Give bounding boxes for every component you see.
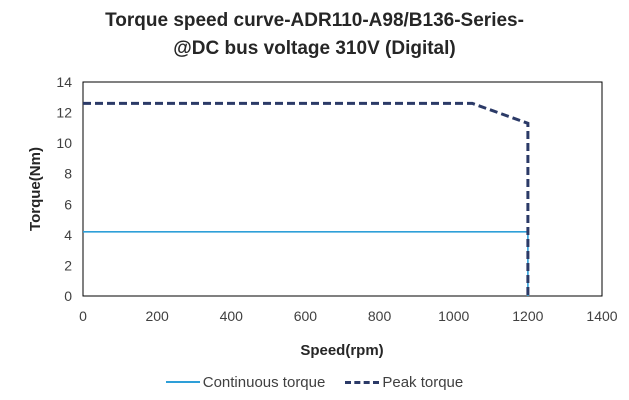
x-tick-label: 600	[294, 308, 318, 324]
y-tick-label: 8	[64, 166, 72, 182]
y-tick-label: 2	[64, 257, 72, 273]
x-tick-label: 0	[79, 308, 87, 324]
chart-title-line-1: Torque speed curve-ADR110-A98/B136-Serie…	[105, 10, 524, 31]
x-tick-label: 1200	[512, 308, 543, 324]
x-tick-label: 200	[145, 308, 169, 324]
legend-swatch-peak	[345, 380, 380, 384]
legend-swatch-continuous	[165, 381, 200, 383]
x-tick-label: 800	[368, 308, 392, 324]
legend-label-peak: Peak torque	[382, 373, 464, 391]
y-tick-label: 12	[56, 105, 72, 121]
x-axis-label: Speed(rpm)	[300, 342, 383, 359]
x-axis-ticks: 0 200 400 600 800 1000 1200 1400	[79, 308, 618, 324]
legend: Continuous torque Peak torque	[0, 371, 629, 393]
y-tick-label: 4	[64, 227, 72, 243]
plot-area-frame	[82, 81, 603, 297]
y-tick-label: 6	[64, 196, 72, 212]
legend-item-peak: Peak torque	[345, 374, 463, 391]
series-line-continuous-torque	[83, 231, 529, 296]
y-axis-label: Torque(Nm)	[27, 147, 44, 231]
x-tick-label: 400	[220, 308, 244, 324]
legend-item-continuous: Continuous torque	[165, 373, 326, 391]
y-tick-label: 0	[64, 288, 72, 304]
chart-title-line-2: @DC bus voltage 310V (Digital)	[173, 38, 456, 59]
series-line-peak-torque	[83, 101, 530, 296]
legend-label-continuous: Continuous torque	[202, 373, 326, 391]
y-tick-label: 14	[56, 74, 72, 90]
series-layer	[83, 101, 530, 296]
y-tick-label: 10	[56, 135, 72, 151]
x-tick-label: 1400	[586, 308, 617, 324]
y-axis-ticks: 0 2 4 6 8 10 12 14	[56, 74, 72, 304]
x-tick-label: 1000	[438, 308, 469, 324]
